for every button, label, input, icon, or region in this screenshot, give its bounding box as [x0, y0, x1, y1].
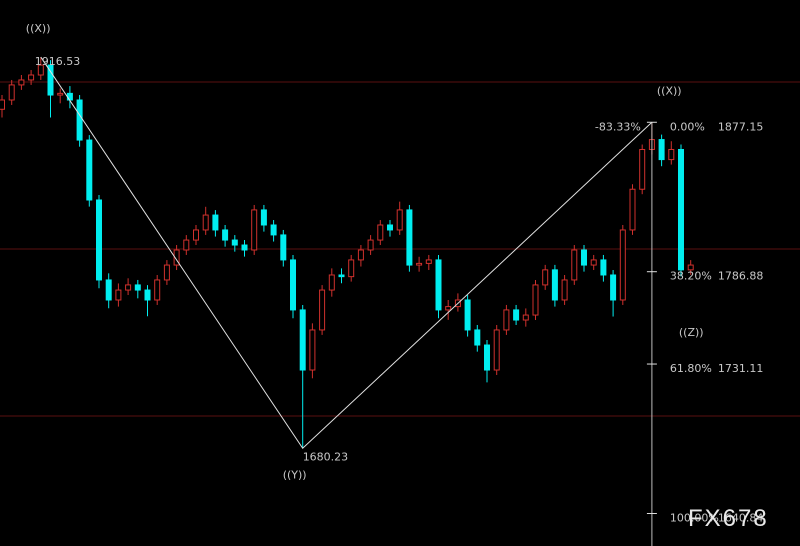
- candle-body: [76, 99, 83, 141]
- candle-body: [86, 139, 93, 201]
- candle-body: [387, 224, 393, 231]
- candle-body: [183, 239, 190, 251]
- candle-body: [561, 279, 568, 301]
- candle-body: [231, 239, 238, 246]
- candle-body: [445, 306, 452, 311]
- candle-body: [658, 139, 665, 161]
- candle-body: [144, 289, 151, 301]
- candle-body: [581, 249, 587, 266]
- candle-body: [532, 284, 539, 316]
- candle-body: [173, 249, 180, 266]
- candle-body: [639, 148, 646, 190]
- candle-body: [0, 99, 5, 110]
- candle-body: [18, 79, 25, 86]
- candle-body: [309, 329, 316, 371]
- candle-body: [425, 259, 432, 264]
- candle-body: [260, 209, 267, 226]
- wave-line: [40, 56, 653, 450]
- candle-body: [619, 229, 626, 301]
- candle-body: [163, 264, 170, 281]
- fib-percent: 61.80%: [670, 362, 712, 375]
- candle-body: [299, 309, 306, 371]
- candle-body: [396, 209, 403, 231]
- fib-price: 1786.88: [718, 270, 764, 283]
- fib-percent: 100.00%: [670, 511, 719, 524]
- candle-body: [687, 264, 694, 271]
- candle-body: [57, 92, 64, 96]
- candle-body: [629, 188, 636, 231]
- candle-body: [367, 239, 374, 251]
- candle-body: [66, 92, 73, 101]
- candle-body: [522, 314, 529, 321]
- candle-body: [416, 262, 423, 266]
- candle-body: [328, 274, 335, 291]
- candle-body: [251, 209, 258, 251]
- candle-body: [668, 148, 675, 161]
- fib-price: 1877.15: [718, 120, 764, 133]
- fib-price: 1640.84: [718, 511, 764, 524]
- candle-body: [338, 274, 345, 278]
- fib-price: 1731.11: [718, 362, 764, 375]
- candle-body: [290, 259, 296, 311]
- candle-body: [193, 229, 199, 241]
- candle-body: [590, 259, 597, 266]
- candle-body: [406, 209, 413, 266]
- candle-body: [280, 234, 287, 261]
- pivot-value: 1680.23: [303, 450, 349, 463]
- pivot-value: 1916.53: [35, 55, 81, 68]
- candle-body: [241, 244, 248, 251]
- candle-body: [96, 199, 102, 281]
- candle-body: [28, 74, 35, 81]
- candle-body: [484, 344, 490, 371]
- candle-body: [464, 299, 471, 331]
- pivot-label: ((Y)): [283, 468, 307, 481]
- fib-percent: 0.00%: [670, 120, 705, 133]
- candle-body: [377, 224, 384, 241]
- candle-body: [503, 309, 510, 331]
- candle-body: [435, 259, 442, 311]
- candle-body: [474, 329, 481, 346]
- candle-body: [37, 64, 44, 76]
- candle-body: [212, 214, 219, 231]
- candle-body: [513, 309, 520, 321]
- candle-body: [125, 284, 132, 291]
- next-wave-label: ((Z)): [679, 326, 704, 339]
- candle-body: [154, 279, 161, 301]
- pivot-label: ((X)): [26, 22, 51, 35]
- candle-body: [600, 259, 607, 276]
- candle-body: [542, 269, 549, 286]
- pivot-label: ((X)): [657, 84, 682, 97]
- candle-body: [8, 84, 15, 101]
- candle-body: [319, 289, 326, 331]
- candle-body: [47, 64, 54, 96]
- candle-body: [202, 214, 209, 231]
- retracement-label: -83.33%: [595, 120, 641, 133]
- fib-percent: 38.20%: [670, 270, 712, 283]
- candle-body: [348, 259, 355, 278]
- candle-body: [357, 249, 364, 261]
- candle-body: [551, 269, 558, 301]
- candle-body: [222, 229, 229, 241]
- candle-body: [493, 329, 500, 371]
- candle-body: [270, 224, 277, 236]
- candle-body: [134, 284, 141, 291]
- watermark: FX678: [688, 505, 769, 532]
- candle-body: [115, 289, 122, 301]
- candle-body: [610, 274, 617, 301]
- candle-body: [105, 279, 112, 301]
- candle-body: [571, 249, 578, 281]
- candle-body: [678, 148, 684, 271]
